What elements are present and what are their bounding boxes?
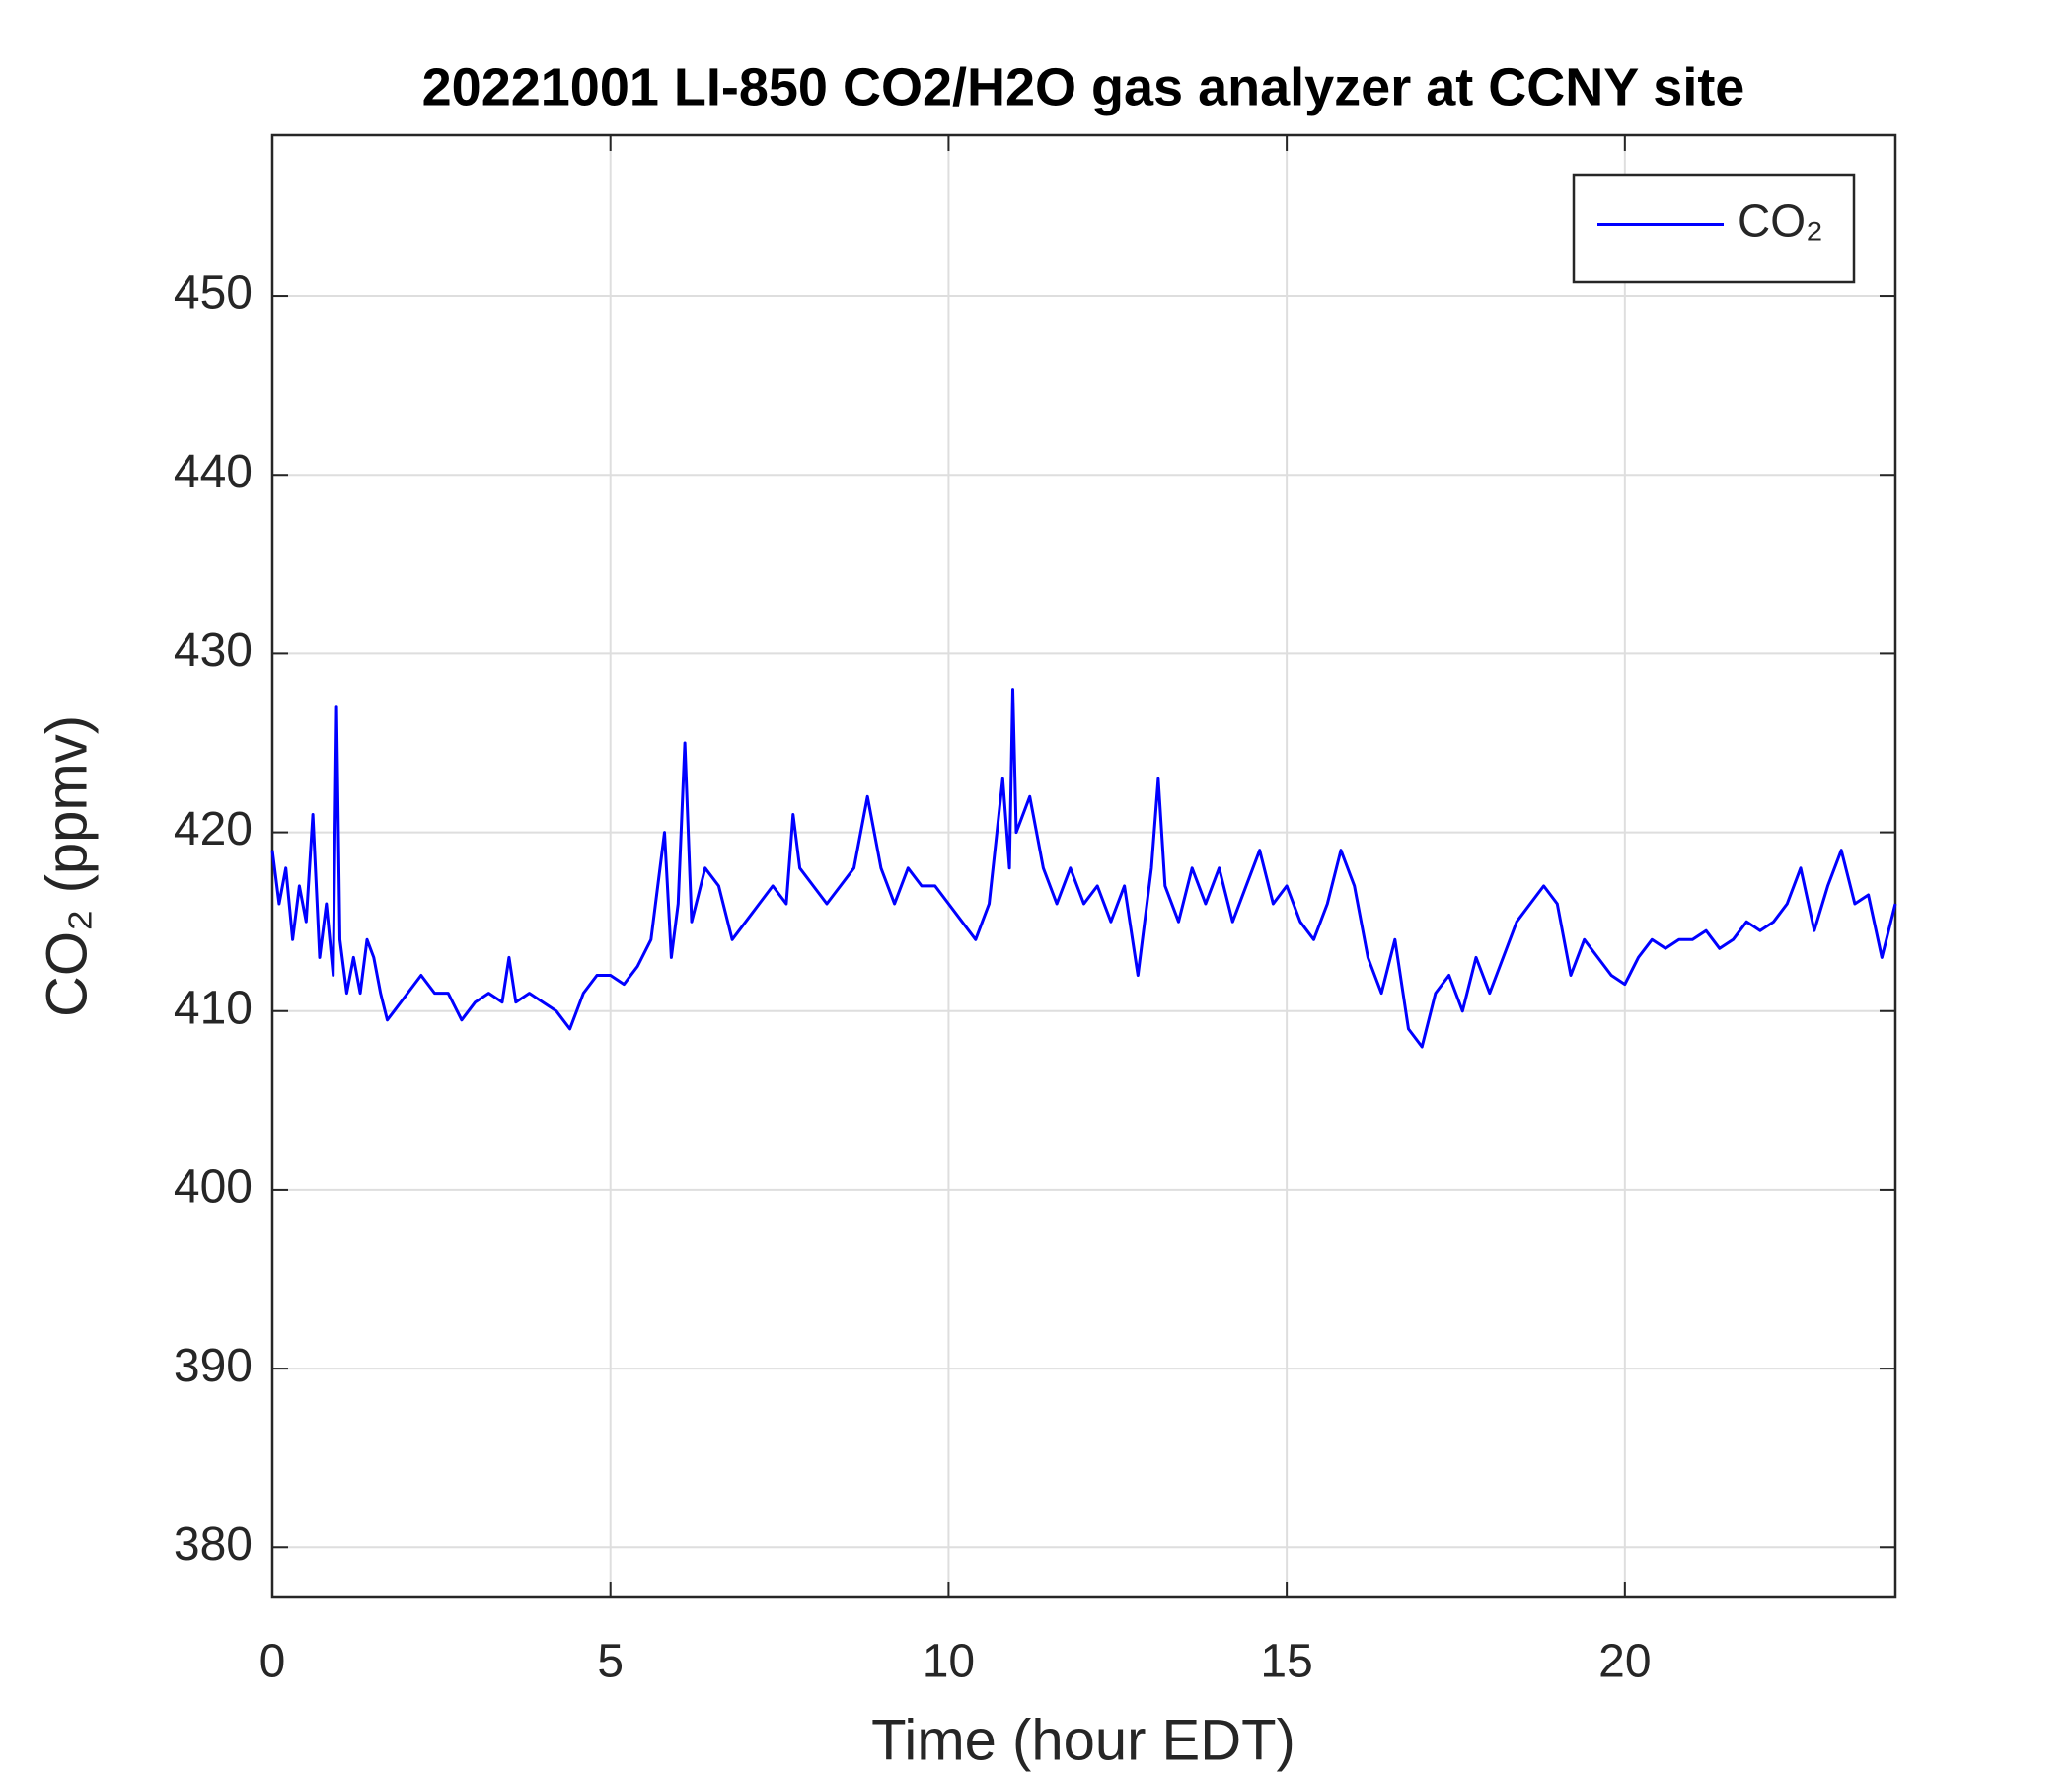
legend-label: CO₂ [1738, 195, 1823, 247]
x-axis-label: Time (hour EDT) [871, 1708, 1295, 1772]
x-tick-label: 20 [1598, 1636, 1651, 1688]
data-line [270, 688, 1897, 1049]
x-tick-label: 10 [923, 1636, 975, 1688]
legend-box [1572, 173, 1856, 284]
y-tick-label: 450 [174, 267, 253, 320]
plot-frame [270, 133, 1897, 1599]
x-tick-label: 15 [1260, 1636, 1312, 1688]
y-tick-label: 430 [174, 625, 253, 677]
y-tick-label: 420 [174, 803, 253, 855]
y-tick-label: 390 [174, 1340, 253, 1392]
chart-title: 20221001 LI-850 CO2/H2O gas analyzer at … [422, 57, 1745, 116]
x-tick-label: 0 [259, 1636, 286, 1688]
x-tick-label: 5 [597, 1636, 624, 1688]
y-tick-label: 440 [174, 446, 253, 498]
y-axis-label: CO₂ (ppmv) [35, 715, 99, 1017]
y-tick-label: 400 [174, 1161, 253, 1214]
y-tick-label: 380 [174, 1518, 253, 1571]
y-tick-label: 410 [174, 982, 253, 1034]
